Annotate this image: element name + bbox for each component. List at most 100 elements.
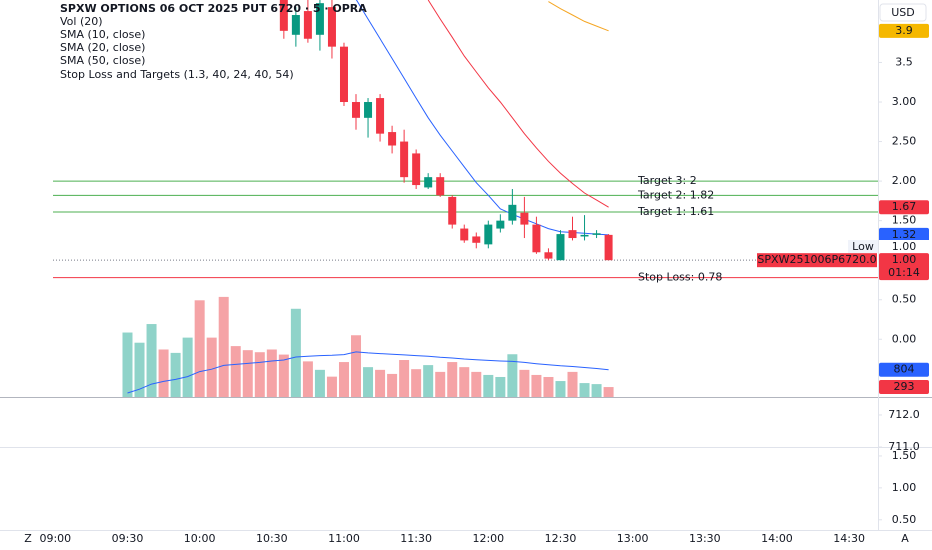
candle-body: [412, 153, 421, 186]
x-tick-label: 10:30: [256, 532, 288, 545]
volume-bar: [363, 367, 374, 397]
volume-bar: [567, 371, 578, 397]
volume-bar: [122, 332, 133, 397]
volume-tag-bg: [879, 380, 929, 395]
legend-item: SMA (50, close): [60, 54, 145, 67]
y-tick-label: 3.5: [895, 55, 913, 68]
candle-body: [448, 196, 457, 225]
low-tag-bg: [879, 240, 929, 253]
level-label: Target 1: 1.61: [637, 205, 714, 218]
level-label: Stop Loss: 0.78: [638, 271, 722, 284]
y-tick-label: 712.0: [888, 408, 920, 421]
candle-body: [532, 224, 541, 253]
volume-bar: [146, 324, 157, 397]
volume-sma-tag-bg: [879, 362, 929, 377]
volume-bar: [411, 369, 422, 397]
legend-item: Vol (20): [60, 15, 103, 28]
volume-bar: [170, 352, 181, 397]
candle-body: [388, 132, 397, 146]
volume-bar: [158, 349, 169, 397]
volume-bar: [375, 369, 386, 397]
candle-body: [484, 224, 493, 245]
y-tick-label: 2.50: [892, 135, 917, 148]
candle-body: [556, 234, 565, 261]
level-label: Target 2: 1.82: [637, 188, 714, 201]
volume-bar: [579, 383, 590, 397]
sma-line: [355, 0, 609, 236]
y-tick-label: 1.50: [892, 214, 917, 227]
sma-tag-bg: [879, 200, 929, 215]
candle-body: [568, 230, 577, 239]
last-price-tag: 1.00: [892, 253, 917, 266]
x-tick-label: 13:30: [689, 532, 721, 545]
volume-sma-tag: 804: [894, 363, 915, 376]
candle-body: [592, 233, 601, 235]
sma-tag-bg: [879, 23, 929, 38]
y-tick-label: 0.50: [892, 513, 917, 526]
volume-bar: [338, 362, 349, 397]
volume-bar: [555, 381, 566, 397]
low-tag: 1.00: [892, 240, 917, 253]
volume-bar: [242, 350, 253, 397]
currency-label[interactable]: USD: [891, 6, 915, 19]
symbol-tag-bg: [757, 253, 877, 268]
candle-body: [580, 234, 589, 237]
x-tick-label: 12:00: [472, 532, 504, 545]
chart-title: SPXW OPTIONS 06 OCT 2025 PUT 6720 · 5 · …: [60, 2, 367, 15]
legend-item: SMA (20, close): [60, 41, 145, 54]
volume-bar: [134, 342, 145, 397]
sma-tag: 1.32: [892, 228, 917, 241]
volume-bar: [266, 349, 277, 397]
low-label: Low: [852, 240, 874, 253]
volume-bar: [543, 376, 554, 397]
currency-button[interactable]: [879, 3, 927, 22]
sma-tag: 3.9: [895, 24, 913, 37]
candle-body: [279, 0, 288, 31]
volume-bar: [459, 367, 470, 397]
volume-bar: [387, 373, 398, 397]
x-tick-label: 09:30: [112, 532, 144, 545]
volume-bar: [314, 369, 325, 397]
low-label-bg: [848, 240, 878, 253]
candle-body: [327, 7, 336, 47]
candle-body: [315, 3, 324, 35]
volume-bar: [591, 384, 602, 397]
candle-body: [364, 102, 373, 118]
candle-body: [339, 46, 348, 103]
volume-bar: [399, 360, 410, 397]
volume-bar: [326, 376, 337, 397]
volume-bar: [435, 371, 446, 397]
candle-body: [508, 204, 517, 221]
sma-line: [548, 1, 609, 32]
volume-bar: [507, 354, 518, 397]
sma-tag: 1.67: [892, 200, 917, 213]
candle-body: [303, 11, 312, 39]
volume-bar: [351, 335, 362, 397]
scale-button[interactable]: A: [901, 532, 909, 545]
y-tick-label: 1.50: [892, 449, 917, 462]
volume-bar: [194, 300, 205, 397]
candle-body: [352, 102, 361, 118]
y-tick-label: 3.00: [892, 95, 917, 108]
countdown: 01:14: [888, 266, 920, 279]
x-tick-label: 12:30: [545, 532, 577, 545]
candle-body: [604, 234, 613, 261]
x-tick-label: 13:00: [617, 532, 649, 545]
volume-bar: [531, 374, 542, 397]
candle-body: [520, 212, 529, 225]
x-tick-label: 11:30: [400, 532, 432, 545]
x-tick-label: 09:00: [39, 532, 71, 545]
volume-bar: [182, 337, 193, 397]
volume-bar: [278, 354, 289, 397]
scale-button[interactable]: Z: [24, 532, 32, 545]
volume-bar: [519, 369, 530, 397]
volume-bar: [206, 337, 217, 397]
x-tick-label: 10:00: [184, 532, 216, 545]
sma-tag-bg: [879, 227, 929, 242]
candle-body: [376, 98, 385, 134]
x-tick-label: 14:00: [761, 532, 793, 545]
candle-body: [400, 141, 409, 178]
